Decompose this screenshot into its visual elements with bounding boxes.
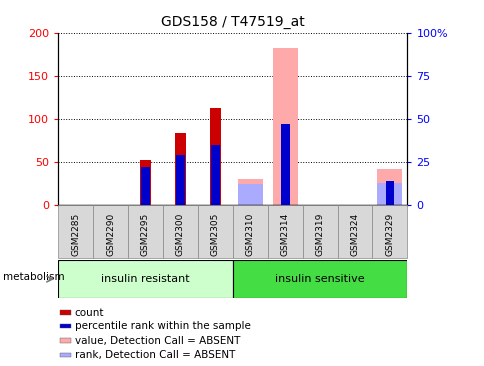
Bar (210, 108, 220, 205)
Bar (176, 155, 184, 205)
Text: GSM2310: GSM2310 (245, 213, 254, 256)
Text: GSM2329: GSM2329 (385, 213, 393, 256)
Bar (232, 260, 407, 298)
Bar (237, 184, 262, 205)
Bar (141, 167, 150, 205)
Bar (377, 169, 402, 205)
Bar (372, 205, 407, 258)
Text: rank, Detection Call = ABSENT: rank, Detection Call = ABSENT (75, 350, 235, 360)
Bar (128, 205, 163, 258)
Text: GSM2319: GSM2319 (315, 213, 324, 256)
Bar (93, 205, 128, 258)
Bar (140, 160, 151, 205)
Bar (197, 205, 232, 258)
Bar (58, 205, 93, 258)
Bar (232, 205, 267, 258)
Text: GSM2314: GSM2314 (280, 213, 289, 256)
Bar (385, 181, 393, 205)
Bar (60, 353, 71, 357)
Bar (60, 324, 71, 328)
Bar (211, 145, 219, 205)
Bar (337, 205, 372, 258)
Bar (60, 310, 71, 315)
Text: GSM2300: GSM2300 (176, 213, 184, 256)
Text: GSM2290: GSM2290 (106, 213, 115, 256)
Bar (237, 179, 262, 205)
Bar (163, 205, 197, 258)
Bar (175, 133, 185, 205)
Text: insulin resistant: insulin resistant (101, 274, 189, 284)
Bar (280, 124, 289, 205)
Bar (140, 160, 151, 167)
Bar (58, 260, 232, 298)
Text: GSM2324: GSM2324 (350, 213, 359, 256)
Bar (302, 205, 337, 258)
Bar (175, 133, 185, 155)
Bar (272, 48, 297, 205)
Bar (60, 339, 71, 343)
Bar (267, 205, 302, 258)
Text: insulin sensitive: insulin sensitive (275, 274, 364, 284)
Text: count: count (75, 307, 104, 318)
Bar (210, 108, 220, 145)
Bar (377, 183, 402, 205)
Text: GSM2285: GSM2285 (71, 213, 80, 256)
Text: GSM2305: GSM2305 (211, 213, 219, 256)
Text: percentile rank within the sample: percentile rank within the sample (75, 321, 250, 331)
Title: GDS158 / T47519_at: GDS158 / T47519_at (161, 15, 304, 29)
Text: metabolism: metabolism (3, 272, 64, 282)
Text: GSM2295: GSM2295 (141, 213, 150, 256)
Text: value, Detection Call = ABSENT: value, Detection Call = ABSENT (75, 336, 240, 346)
